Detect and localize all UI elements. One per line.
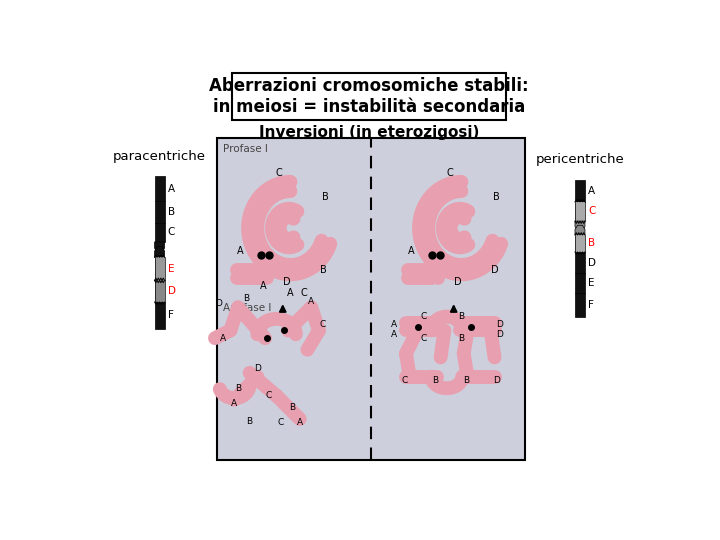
- Text: D: D: [493, 376, 500, 385]
- Text: C: C: [266, 392, 272, 400]
- Text: A: A: [287, 288, 294, 299]
- Text: C: C: [277, 418, 284, 427]
- Text: D: D: [588, 258, 596, 268]
- Text: A: A: [392, 330, 397, 339]
- Text: A: A: [220, 334, 226, 343]
- Text: B: B: [320, 265, 327, 275]
- Text: C: C: [588, 206, 595, 217]
- Text: Anafase I: Anafase I: [223, 303, 272, 313]
- Bar: [575, 294, 585, 316]
- Text: A: A: [237, 246, 244, 256]
- Bar: [155, 222, 165, 242]
- Text: C: C: [320, 320, 326, 329]
- Text: A: A: [297, 418, 303, 427]
- Bar: [155, 280, 165, 302]
- Text: A: A: [231, 399, 238, 408]
- Text: A: A: [260, 281, 267, 291]
- Text: B: B: [246, 417, 253, 426]
- Text: B: B: [463, 376, 469, 385]
- Text: F: F: [168, 310, 174, 320]
- Text: D: D: [168, 286, 176, 296]
- Text: D: D: [454, 277, 462, 287]
- Polygon shape: [575, 225, 585, 235]
- Text: C: C: [276, 167, 282, 178]
- Text: D: D: [497, 320, 503, 329]
- Text: B: B: [459, 312, 464, 321]
- Text: B: B: [459, 334, 464, 343]
- Text: C: C: [301, 288, 307, 299]
- Polygon shape: [155, 247, 165, 257]
- Polygon shape: [575, 221, 585, 231]
- Text: pericentriche: pericentriche: [536, 153, 624, 166]
- Text: D: D: [215, 299, 222, 308]
- Text: C: C: [420, 312, 427, 321]
- Bar: [217, 138, 526, 460]
- Text: F: F: [588, 300, 594, 310]
- Bar: [155, 302, 165, 329]
- Bar: [575, 252, 585, 273]
- Text: B: B: [322, 192, 328, 202]
- Text: Inversioni (in eterozigosi): Inversioni (in eterozigosi): [258, 125, 480, 140]
- Text: B: B: [492, 192, 500, 202]
- Text: A: A: [588, 186, 595, 196]
- Bar: [155, 201, 165, 222]
- Text: B: B: [243, 294, 249, 302]
- Text: B: B: [168, 207, 175, 217]
- Text: paracentriche: paracentriche: [113, 150, 206, 163]
- Text: A: A: [308, 296, 315, 306]
- Text: Aberrazioni cromosomiche stabili:
in meiosi = instabilità secondaria: Aberrazioni cromosomiche stabili: in mei…: [210, 77, 528, 116]
- Polygon shape: [155, 242, 165, 253]
- Text: A: A: [392, 320, 397, 329]
- Text: B: B: [289, 403, 295, 412]
- Bar: [575, 180, 585, 202]
- Text: B: B: [588, 239, 595, 248]
- Bar: [575, 235, 585, 252]
- Text: C: C: [446, 167, 453, 178]
- Text: D: D: [283, 277, 290, 287]
- Text: D: D: [497, 330, 503, 339]
- Text: E: E: [168, 264, 174, 274]
- Text: D: D: [254, 364, 261, 374]
- Text: A: A: [168, 184, 175, 194]
- Text: C: C: [420, 334, 427, 343]
- Bar: [232, 72, 506, 120]
- Bar: [155, 257, 165, 280]
- Text: B: B: [432, 376, 438, 385]
- Bar: [575, 273, 585, 294]
- Bar: [155, 177, 165, 201]
- Text: C: C: [401, 376, 408, 385]
- Text: D: D: [491, 265, 498, 275]
- Text: A: A: [408, 246, 415, 256]
- Text: E: E: [588, 279, 595, 288]
- Text: Profase I: Profase I: [223, 144, 269, 154]
- Text: C: C: [168, 227, 175, 237]
- Text: B: B: [235, 384, 241, 393]
- Bar: [575, 202, 585, 221]
